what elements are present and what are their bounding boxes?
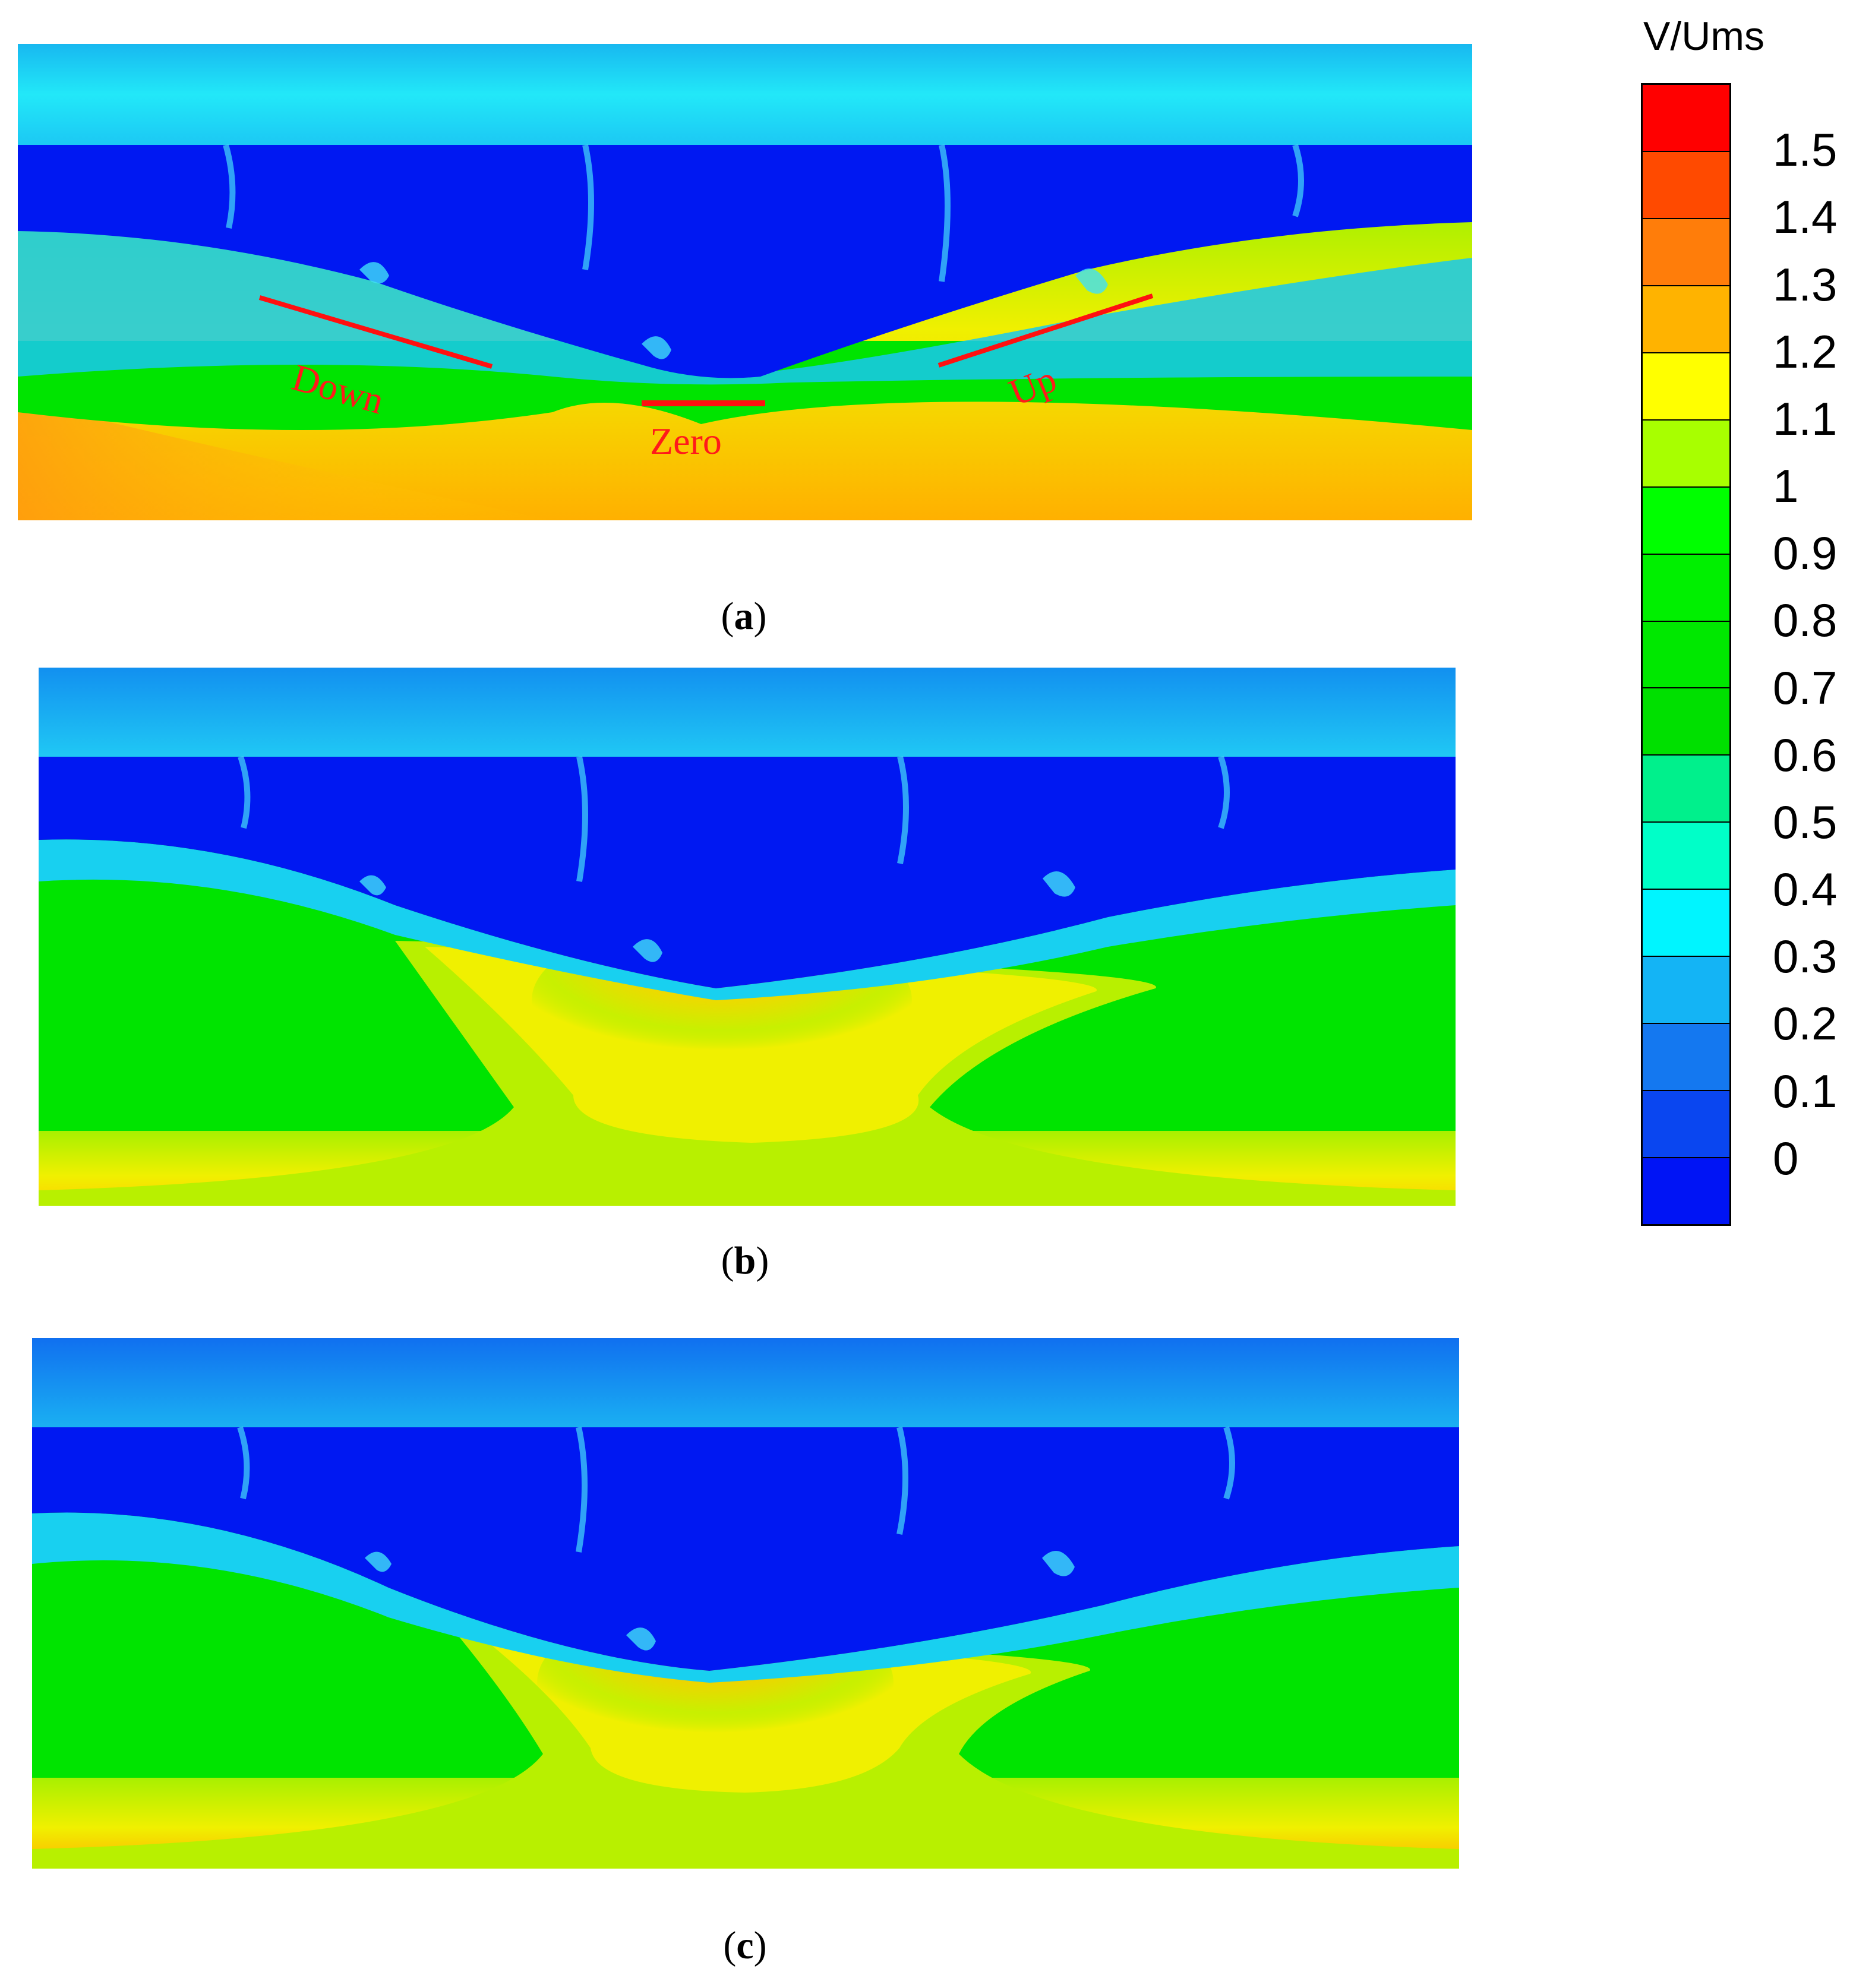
legend-label: 0.7 xyxy=(1773,661,1838,714)
legend-label: 1.1 xyxy=(1773,392,1838,445)
legend-label: 0.3 xyxy=(1773,930,1838,983)
down-marker xyxy=(258,295,493,369)
legend-label: 0 xyxy=(1773,1132,1799,1184)
legend-swatch xyxy=(1643,1091,1729,1158)
legend-swatch xyxy=(1643,890,1729,957)
caption-b: (b) xyxy=(721,1239,769,1282)
legend-title: V/Ums xyxy=(1643,14,1764,59)
legend-swatch xyxy=(1643,756,1729,823)
legend-label: 1.5 xyxy=(1773,124,1838,176)
legend-swatch xyxy=(1643,219,1729,286)
legend-label: 1.4 xyxy=(1773,191,1838,244)
up-marker xyxy=(937,293,1154,368)
legend-label: 1.3 xyxy=(1773,258,1838,311)
legend-label: 0.8 xyxy=(1773,594,1838,647)
legend-swatch xyxy=(1643,420,1729,488)
legend-swatch xyxy=(1643,85,1729,152)
zero-label: Zero xyxy=(650,420,722,462)
legend-label: 0.5 xyxy=(1773,795,1838,848)
legend-swatch xyxy=(1643,1158,1729,1224)
legend-label: 0.9 xyxy=(1773,527,1838,580)
caption-a: (a) xyxy=(721,595,767,638)
legend-label: 0.4 xyxy=(1773,863,1838,916)
legend-label: 0.6 xyxy=(1773,728,1838,781)
legend-swatch xyxy=(1643,957,1729,1025)
contour-panel-a: Down Zero Up xyxy=(18,44,1472,520)
legend-swatch xyxy=(1643,621,1729,689)
legend-swatch xyxy=(1643,823,1729,890)
legend-label: 0.1 xyxy=(1773,1064,1838,1117)
legend-swatch xyxy=(1643,688,1729,756)
legend-label: 1.2 xyxy=(1773,325,1838,378)
legend-swatch xyxy=(1643,353,1729,421)
caption-c: (c) xyxy=(723,1924,767,1967)
legend-label: 1 xyxy=(1773,460,1799,513)
contour-panel-c xyxy=(32,1338,1459,1869)
color-legend-bar xyxy=(1641,83,1731,1226)
legend-swatch xyxy=(1643,1024,1729,1092)
legend-swatch xyxy=(1643,487,1729,555)
contour-panel-b xyxy=(39,668,1456,1206)
legend-swatch xyxy=(1643,151,1729,219)
legend-swatch xyxy=(1643,554,1729,622)
legend-swatch xyxy=(1643,286,1729,353)
legend-label: 0.2 xyxy=(1773,997,1838,1050)
